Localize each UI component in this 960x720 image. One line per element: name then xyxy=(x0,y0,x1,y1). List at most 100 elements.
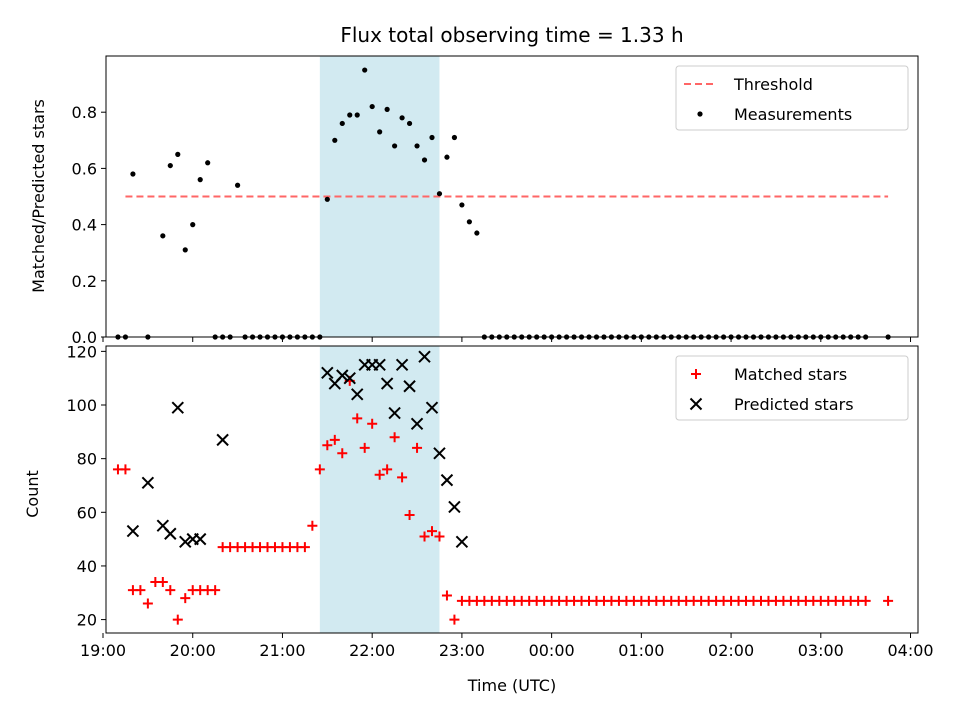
axes-frame xyxy=(105,345,919,634)
predicted-point xyxy=(410,417,424,430)
x-tick-label: 23:00 xyxy=(439,641,485,660)
matched-point xyxy=(322,440,333,451)
legend-label: Measurements xyxy=(734,105,852,124)
predicted-point xyxy=(343,371,356,385)
y-tick-label: 0.6 xyxy=(72,159,97,178)
chart-title: Flux total observing time = 1.33 h xyxy=(340,23,683,47)
matched-point xyxy=(307,520,318,531)
y-tick-label: 20 xyxy=(77,611,97,630)
legend-label: Matched stars xyxy=(734,365,847,384)
matched-point xyxy=(142,598,153,609)
measurement-point xyxy=(167,162,173,169)
x-tick-label: 04:00 xyxy=(887,641,933,660)
predicted-point xyxy=(455,535,469,549)
matched-point xyxy=(449,614,460,625)
y-tick-label: 0.2 xyxy=(72,272,97,291)
matched-point xyxy=(382,464,393,475)
series-matched-stars xyxy=(112,375,894,625)
legend-marker xyxy=(691,369,701,379)
matched-point xyxy=(419,531,430,542)
matched-point xyxy=(860,595,871,606)
matched-point xyxy=(314,464,325,475)
matched-point xyxy=(367,418,378,429)
predicted-point xyxy=(433,447,446,460)
measurement-point xyxy=(421,157,428,163)
legend-label: Threshold xyxy=(733,75,813,94)
measurement-point xyxy=(444,154,450,160)
predicted-point xyxy=(179,535,192,549)
predicted-point xyxy=(395,358,409,371)
measurement-point xyxy=(392,143,398,149)
measurement-point xyxy=(205,160,211,166)
matched-point xyxy=(412,442,423,453)
matched-point xyxy=(434,531,445,542)
matched-point xyxy=(210,585,221,596)
measurement-point xyxy=(466,219,472,225)
predicted-point xyxy=(171,401,184,414)
matched-point xyxy=(359,442,370,453)
predicted-point xyxy=(373,358,386,371)
matched-point xyxy=(157,577,168,588)
measurement-point xyxy=(414,143,420,149)
matched-point xyxy=(441,590,452,601)
bottom-axes: 20 40 60 80 100 120 19:00 20:00 21:00 22:00 23:00 0… xyxy=(66,342,933,660)
x-tick-label: 00:00 xyxy=(529,641,575,660)
predicted-point xyxy=(194,532,207,546)
measurement-point xyxy=(406,120,413,127)
measurement-point xyxy=(347,112,353,118)
predicted-point xyxy=(216,433,229,447)
legend-marker xyxy=(689,397,703,411)
measurement-point xyxy=(324,196,330,202)
matched-point xyxy=(120,464,131,475)
measurement-point xyxy=(190,222,196,228)
measurement-point xyxy=(436,191,443,197)
y-tick-label: 100 xyxy=(66,396,97,415)
predicted-point xyxy=(388,406,401,420)
matched-point xyxy=(165,585,176,596)
predicted-point xyxy=(440,473,454,487)
predicted-point xyxy=(126,524,140,538)
measurement-point xyxy=(175,151,181,157)
legend: Threshold Measurements xyxy=(675,65,909,131)
y-tick-label: 60 xyxy=(77,503,97,522)
legend-marker xyxy=(697,111,703,117)
predicted-point xyxy=(321,366,334,380)
x-tick-label: 03:00 xyxy=(798,641,844,660)
measurement-point xyxy=(354,112,360,118)
top-ylabel: Matched/Predicted stars xyxy=(29,99,48,293)
predicted-point xyxy=(141,476,155,490)
predicted-point xyxy=(336,369,349,382)
measurement-point xyxy=(474,230,480,236)
bottom-ylabel: Count xyxy=(23,470,42,518)
measurement-point xyxy=(369,103,375,110)
measurement-point xyxy=(429,134,435,141)
measurement-point xyxy=(377,129,383,135)
x-tick-label: 19:00 xyxy=(80,641,126,660)
y-tick-label: 0.0 xyxy=(72,328,97,347)
x-tick-label: 20:00 xyxy=(170,641,216,660)
measurement-point xyxy=(130,171,136,177)
predicted-point xyxy=(164,527,177,540)
bottom-xlabel: Time (UTC) xyxy=(467,676,556,695)
predicted-point xyxy=(403,380,416,393)
matched-point xyxy=(172,614,183,625)
y-tick-label: 120 xyxy=(66,342,97,361)
measurement-point xyxy=(339,120,345,127)
matched-point xyxy=(883,595,894,606)
matched-point xyxy=(404,509,415,520)
measurement-point xyxy=(182,247,188,253)
matched-point xyxy=(426,526,437,537)
y-tick-label: 80 xyxy=(77,450,97,469)
predicted-point xyxy=(448,500,461,514)
predicted-point xyxy=(380,377,394,390)
legend: Matched stars Predicted stars xyxy=(675,355,909,421)
predicted-point xyxy=(418,350,431,363)
matched-point xyxy=(374,469,385,480)
x-tick-label: 21:00 xyxy=(259,641,305,660)
axes-frame xyxy=(105,55,919,338)
legend-label: Predicted stars xyxy=(734,395,854,414)
matched-point xyxy=(180,593,191,604)
y-tick-label: 0.4 xyxy=(72,216,97,235)
measurement-point xyxy=(197,177,203,183)
